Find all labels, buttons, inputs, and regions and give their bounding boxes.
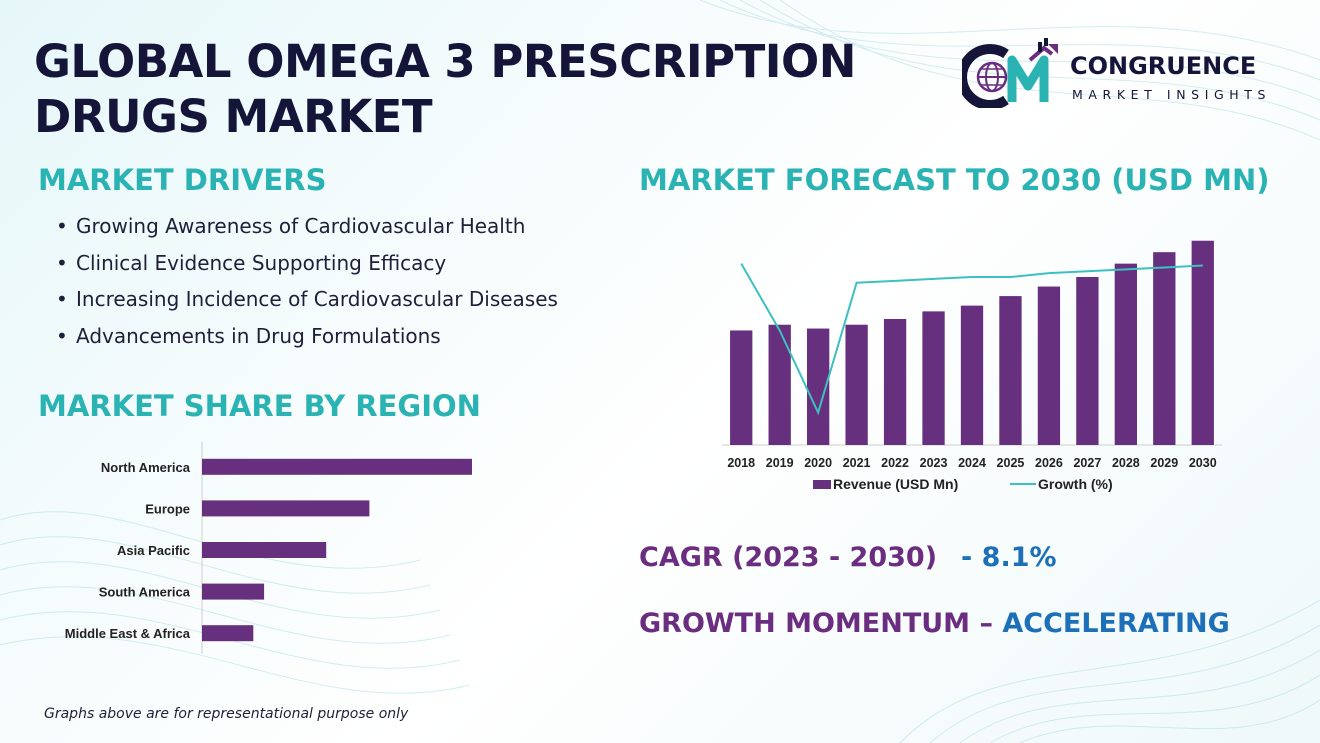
cm-globe-logo-icon: [962, 38, 1058, 108]
region-category-label: Asia Pacific: [117, 543, 190, 558]
driver-text: Growing Awareness of Cardiovascular Heal…: [76, 214, 526, 238]
forecast-revenue-bar: [1153, 252, 1176, 445]
forecast-year-label: 2019: [766, 456, 794, 470]
growth-momentum-stat: GROWTH MOMENTUM – ACCELERATING: [639, 608, 1230, 639]
forecast-revenue-bar: [1076, 277, 1099, 445]
forecast-revenue-bar: [1191, 240, 1214, 445]
forecast-year-label: 2024: [958, 456, 986, 470]
momentum-label: GROWTH MOMENTUM –: [639, 608, 993, 639]
bullet-icon: •: [56, 214, 68, 238]
forecast-revenue-bar: [845, 324, 868, 445]
cagr-stat: CAGR (2023 - 2030) - 8.1%: [639, 542, 1057, 573]
region-bar: [202, 500, 370, 517]
region-bar: [202, 583, 265, 600]
driver-item: • Advancements in Drug Formulations: [56, 318, 558, 355]
market-forecast-heading: MARKET FORECAST TO 2030 (USD MN): [639, 163, 1270, 197]
driver-text: Increasing Incidence of Cardiovascular D…: [76, 287, 558, 311]
brand-subtitle: MARKET INSIGHTS: [1072, 87, 1272, 102]
forecast-revenue-bar: [999, 296, 1022, 445]
market-drivers-heading: MARKET DRIVERS: [38, 163, 327, 197]
cagr-value: - 8.1%: [961, 542, 1057, 573]
forecast-revenue-bar: [768, 324, 791, 445]
forecast-revenue-bar: [807, 328, 830, 445]
region-share-chart: North America Europe Asia Pacific South Ame…: [65, 442, 472, 654]
driver-item: • Clinical Evidence Supporting Efficacy: [56, 245, 558, 282]
forecast-year-label: 2025: [997, 456, 1025, 470]
brand-logo: CONGRUENCE MARKET INSIGHTS: [962, 38, 1292, 108]
forecast-year-label: 2018: [727, 456, 755, 470]
page-title: GLOBAL OMEGA 3 PRESCRIPTION DRUGS MARKET: [34, 35, 856, 143]
forecast-year-label: 2028: [1112, 456, 1140, 470]
forecast-revenue-bar: [730, 330, 753, 445]
forecast-revenue-bar: [883, 319, 907, 445]
forecast-revenue-bar: [1114, 263, 1137, 445]
forecast-growth-line: [740, 263, 1203, 416]
region-category-label: Europe: [145, 501, 190, 516]
bullet-icon: •: [56, 287, 68, 311]
momentum-value: ACCELERATING: [1002, 608, 1230, 639]
forecast-year-label: 2027: [1073, 456, 1101, 470]
cagr-label: CAGR (2023 - 2030): [639, 542, 938, 573]
bullet-icon: •: [56, 250, 68, 275]
bullet-icon: •: [56, 323, 68, 348]
region-bar: [202, 458, 472, 475]
forecast-year-label: 2020: [804, 456, 832, 470]
forecast-revenue-bar: [1037, 286, 1061, 445]
forecast-year-label: 2023: [920, 456, 948, 470]
driver-item: • Growing Awareness of Cardiovascular Hea…: [56, 208, 558, 245]
market-share-heading: MARKET SHARE BY REGION: [38, 389, 481, 423]
forecast-year-label: 2026: [1035, 456, 1063, 470]
region-category-label: North America: [101, 460, 191, 475]
region-category-label: Middle East & Africa: [65, 626, 191, 641]
driver-text: Clinical Evidence Supporting Efficacy: [76, 250, 447, 275]
forecast-year-label: 2021: [843, 456, 871, 470]
region-bar: [202, 625, 254, 642]
driver-text: Advancements in Drug Formulations: [76, 323, 441, 348]
forecast-year-label: 2029: [1150, 456, 1178, 470]
legend-revenue-swatch: [813, 480, 831, 489]
footnote: Graphs above are for representational pu…: [44, 706, 409, 722]
forecast-revenue-bar: [922, 311, 945, 445]
driver-item: • Increasing Incidence of Cardiovascular …: [56, 281, 558, 318]
market-drivers-list: • Growing Awareness of Cardiovascular Hea…: [56, 208, 558, 354]
market-forecast-chart: 2018 2019 2020 2021 2022 2023 2024 2025 2026 2027…: [722, 240, 1222, 492]
forecast-year-label: 2030: [1189, 456, 1217, 470]
forecast-revenue-bar: [960, 305, 984, 445]
region-category-label: South America: [99, 585, 191, 600]
forecast-year-label: 2022: [881, 456, 909, 470]
brand-name: CONGRUENCE: [1070, 52, 1257, 80]
legend-growth-label: Growth (%): [1038, 476, 1113, 492]
legend-revenue-label: Revenue (USD Mn): [833, 476, 958, 492]
region-bar: [202, 542, 327, 558]
